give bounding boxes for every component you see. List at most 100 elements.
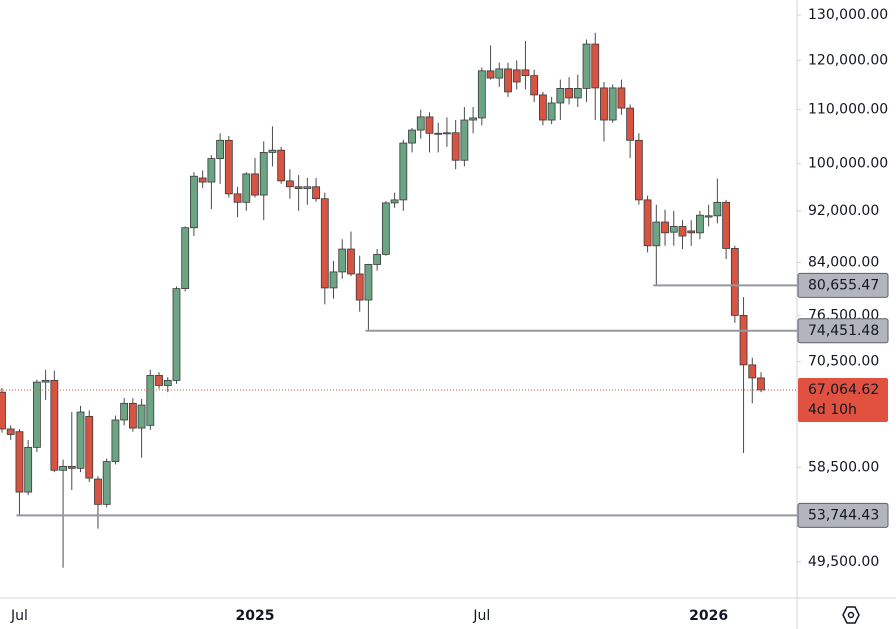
candle-body xyxy=(268,149,277,153)
candle-body xyxy=(32,381,41,448)
candle-body xyxy=(643,199,652,247)
candle-body xyxy=(102,461,111,505)
candle-body xyxy=(521,69,530,77)
candle-body xyxy=(608,87,617,121)
candle-body xyxy=(85,416,94,479)
candle-body xyxy=(59,465,67,471)
settings-dot[interactable] xyxy=(847,611,855,619)
candle-body xyxy=(460,119,469,161)
y-tick-label: 84,000.00 xyxy=(808,254,879,270)
candle-body xyxy=(730,248,739,316)
candle-body xyxy=(722,201,731,249)
candle-body xyxy=(303,186,312,189)
candle-body xyxy=(573,88,582,99)
candle-body xyxy=(76,411,85,469)
candle-body xyxy=(591,43,600,89)
candle-body xyxy=(320,198,329,289)
candle-body xyxy=(190,175,198,229)
candle-body xyxy=(285,180,294,188)
candle-body xyxy=(477,70,486,119)
candle-body xyxy=(669,226,678,233)
candle-body xyxy=(207,158,216,183)
candle-body xyxy=(233,193,242,203)
candle-body xyxy=(582,43,591,89)
last-price-label: 67,064.62 xyxy=(808,382,879,398)
candle-body xyxy=(600,87,608,121)
candle-body xyxy=(381,202,390,255)
candle-body xyxy=(329,271,338,289)
candle-body xyxy=(687,230,696,234)
candle-body xyxy=(0,391,6,430)
candle-body xyxy=(617,87,626,109)
candle-body xyxy=(146,375,155,426)
candle-body xyxy=(67,465,76,469)
x-tick-label: Jul xyxy=(10,608,28,624)
candle-body xyxy=(50,380,59,471)
candle-body xyxy=(163,380,172,386)
candle-body xyxy=(277,149,286,182)
candle-body xyxy=(626,107,635,141)
candle-body xyxy=(416,116,425,131)
candle-body xyxy=(216,139,225,159)
candle-body xyxy=(181,227,190,290)
candle-body xyxy=(6,428,15,435)
candle-body xyxy=(486,70,495,79)
candle-body xyxy=(748,364,757,379)
candle-body xyxy=(251,173,259,196)
y-tick-label: 100,000.00 xyxy=(808,156,888,172)
candle-body xyxy=(41,380,50,383)
candle-body xyxy=(451,132,460,161)
candle-body xyxy=(155,375,163,386)
y-tick-label: 130,000.00 xyxy=(808,7,888,23)
settings-hex[interactable] xyxy=(842,606,860,624)
candle-body xyxy=(198,177,207,183)
y-tick-label: 49,500.00 xyxy=(808,554,879,570)
candle-body xyxy=(137,404,146,429)
candle-body xyxy=(24,446,33,493)
candle-body xyxy=(355,273,364,301)
candle-body xyxy=(739,314,748,366)
candle-body xyxy=(443,132,451,135)
y-tick-label: 70,500.00 xyxy=(808,354,879,370)
x-tick-label: Jul xyxy=(472,608,490,624)
candle-body xyxy=(338,248,347,273)
candle-body xyxy=(111,419,120,462)
settings-icon[interactable] xyxy=(842,606,860,624)
candle-body xyxy=(347,248,355,275)
candle-body xyxy=(294,186,303,189)
candle-body xyxy=(495,68,504,79)
candle-body xyxy=(634,139,643,201)
candle-body xyxy=(538,94,547,121)
candle-body xyxy=(312,186,320,200)
y-tick-label: 92,000.00 xyxy=(808,203,879,219)
candle-body xyxy=(364,264,373,301)
price-label-box xyxy=(797,272,889,298)
candle-body xyxy=(504,68,512,93)
candle-body xyxy=(224,139,233,195)
last-price-box xyxy=(798,377,888,422)
candle-body xyxy=(399,142,408,201)
candle-body xyxy=(704,215,713,218)
candle-body xyxy=(661,221,669,234)
candle-body xyxy=(652,221,661,247)
candle-body xyxy=(242,173,251,203)
candle-body xyxy=(425,116,434,134)
y-tick-label: 58,500.00 xyxy=(808,459,879,475)
y-tick-label: 110,000.00 xyxy=(808,102,888,118)
candle-body xyxy=(713,201,722,217)
candle-body xyxy=(469,117,478,121)
candle-body xyxy=(547,102,556,121)
candle-body xyxy=(565,88,573,99)
x-tick-label: 2026 xyxy=(689,608,728,624)
candle-body xyxy=(434,132,443,135)
candle-body xyxy=(408,129,416,144)
price-label-box xyxy=(797,318,889,344)
price-label-box xyxy=(797,502,889,528)
candle-body xyxy=(120,402,129,421)
candle-body xyxy=(373,253,382,265)
candle-body xyxy=(172,288,181,381)
x-tick-label: 2025 xyxy=(236,608,275,624)
candle-body xyxy=(259,152,268,196)
candle-body xyxy=(94,478,102,505)
